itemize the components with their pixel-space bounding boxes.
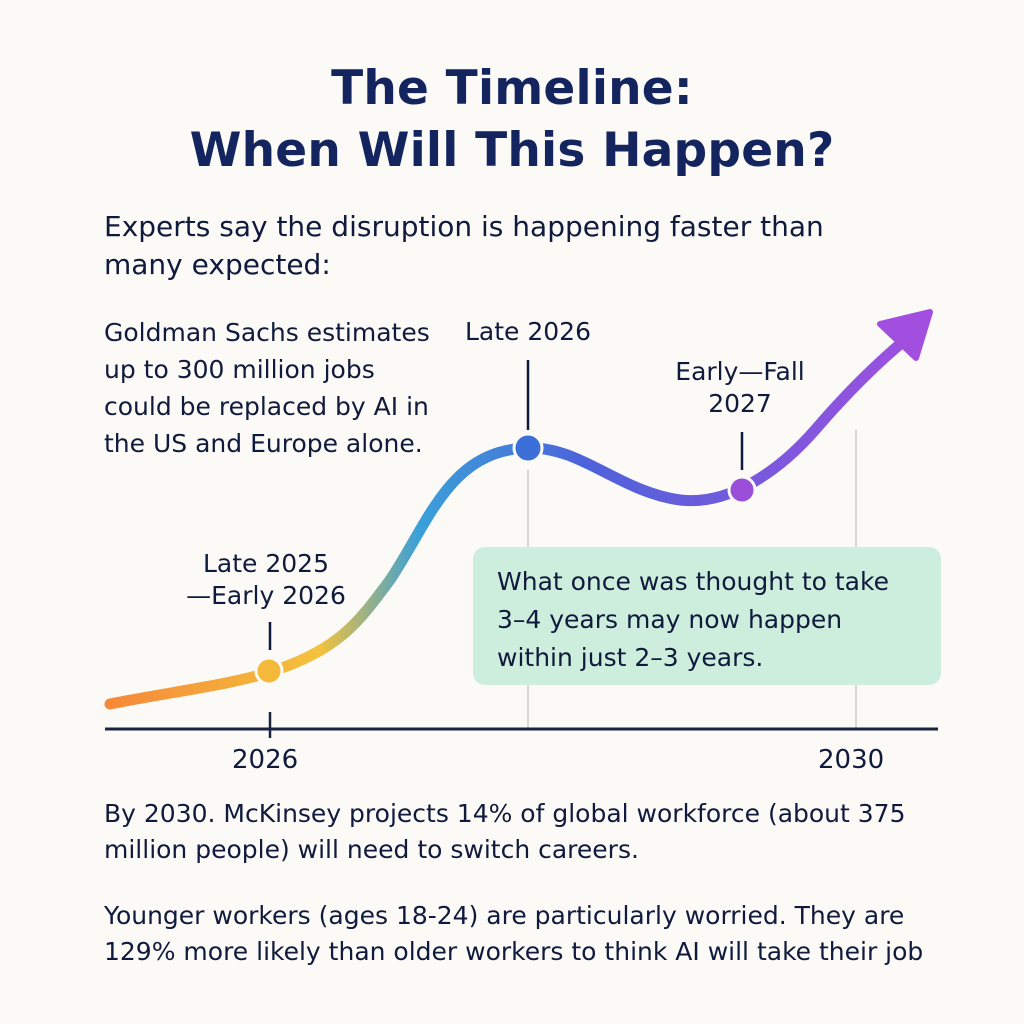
milestone-label-3: Early—Fall 2027 [640,356,840,420]
goldman-sachs-note: Goldman Sachs estimates up to 300 millio… [104,318,430,458]
page-title: The Timeline: When Will This Happen? [0,58,1024,182]
callout-box: What once was thought to take 3–4 years … [473,547,941,685]
milestone-dot-3 [727,475,757,505]
title-line-1: The Timeline: [331,61,693,116]
trend-arrowhead [877,309,933,361]
intro-text: Experts say the disruption is happening … [104,210,824,281]
milestone-label-1-line2: —Early 2026 [186,581,346,610]
milestone-label-3-line1: Early—Fall [675,357,805,386]
milestone-label-3-line2: 2027 [708,389,772,418]
milestone-dot-1 [254,656,284,686]
milestone-label-2: Late 2026 [418,316,638,348]
milestone-dot-2 [512,432,544,464]
axis-label-end: 2030 [818,745,885,775]
milestone-label-1-line1: Late 2025 [202,549,329,578]
milestone-label-2-line1: Late 2026 [464,317,591,346]
milestone-label-1: Late 2025 —Early 2026 [166,548,366,612]
young-workers-paragraph: Younger workers (ages 18-24) are particu… [104,901,924,966]
axis-label-start: 2026 [232,745,299,775]
mckinsey-paragraph: By 2030. McKinsey projects 14% of global… [104,799,906,864]
title-line-2: When Will This Happen? [189,123,835,178]
